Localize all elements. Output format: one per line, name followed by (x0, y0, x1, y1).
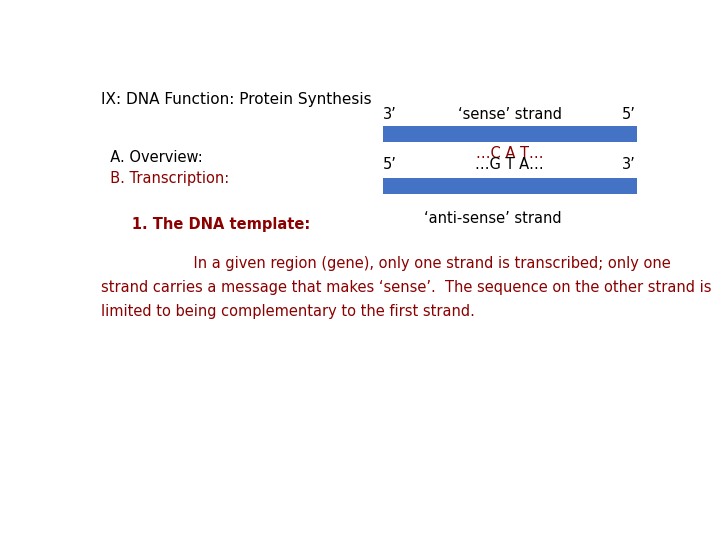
Text: strand carries a message that makes ‘sense’.  The sequence on the other strand i: strand carries a message that makes ‘sen… (101, 280, 711, 295)
Text: ‘sense’ strand: ‘sense’ strand (458, 107, 562, 122)
Text: …G T A…: …G T A… (475, 157, 544, 172)
Text: limited to being complementary to the first strand.: limited to being complementary to the fi… (101, 305, 475, 319)
Text: 1. The DNA template:: 1. The DNA template: (101, 217, 310, 232)
Text: B. Transcription:: B. Transcription: (101, 171, 230, 186)
FancyBboxPatch shape (383, 126, 637, 141)
Text: …C A T…: …C A T… (476, 146, 544, 161)
Text: ‘anti-sense’ strand: ‘anti-sense’ strand (424, 211, 562, 226)
Text: 3’: 3’ (383, 107, 397, 122)
FancyBboxPatch shape (383, 178, 637, 194)
Text: 5’: 5’ (383, 157, 397, 172)
Text: IX: DNA Function: Protein Synthesis: IX: DNA Function: Protein Synthesis (101, 92, 372, 107)
Text: A. Overview:: A. Overview: (101, 150, 203, 165)
Text: 3’: 3’ (622, 157, 636, 172)
Text: In a given region (gene), only one strand is transcribed; only one: In a given region (gene), only one stran… (101, 256, 671, 271)
Text: 5’: 5’ (622, 107, 636, 122)
